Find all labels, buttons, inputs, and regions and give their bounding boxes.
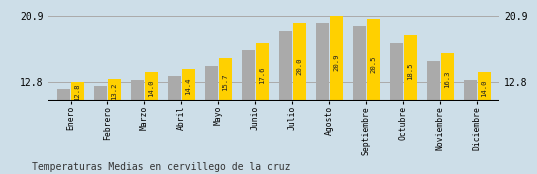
Bar	[353, 26, 366, 101]
Bar	[219, 58, 232, 101]
Bar	[205, 66, 218, 101]
Bar	[57, 89, 70, 101]
Bar	[131, 80, 144, 101]
Text: 12.8: 12.8	[74, 84, 81, 101]
Bar	[427, 61, 440, 101]
Bar	[330, 16, 343, 101]
Bar	[441, 53, 454, 101]
Text: 13.2: 13.2	[111, 82, 117, 100]
Bar	[145, 72, 158, 101]
Bar	[477, 72, 490, 101]
Bar	[71, 82, 84, 101]
Text: 15.7: 15.7	[222, 73, 228, 90]
Bar	[464, 80, 477, 101]
Bar	[94, 86, 107, 101]
Text: 14.4: 14.4	[185, 78, 191, 95]
Text: 20.9: 20.9	[333, 54, 339, 71]
Bar	[168, 76, 181, 101]
Bar	[279, 31, 292, 101]
Bar	[242, 50, 255, 101]
Text: 17.6: 17.6	[259, 66, 265, 84]
Text: 14.0: 14.0	[148, 79, 154, 97]
Bar	[404, 35, 417, 101]
Bar	[390, 43, 403, 101]
Bar	[367, 19, 380, 101]
Bar	[256, 43, 268, 101]
Text: 20.0: 20.0	[296, 57, 302, 75]
Text: 14.0: 14.0	[481, 79, 487, 97]
Bar	[293, 23, 306, 101]
Bar	[316, 23, 329, 101]
Bar	[182, 69, 195, 101]
Bar	[108, 79, 121, 101]
Text: 16.3: 16.3	[444, 71, 450, 88]
Text: Temperaturas Medias en cervillego de la cruz: Temperaturas Medias en cervillego de la …	[32, 162, 291, 172]
Text: 20.5: 20.5	[370, 55, 376, 73]
Text: 18.5: 18.5	[407, 63, 413, 80]
